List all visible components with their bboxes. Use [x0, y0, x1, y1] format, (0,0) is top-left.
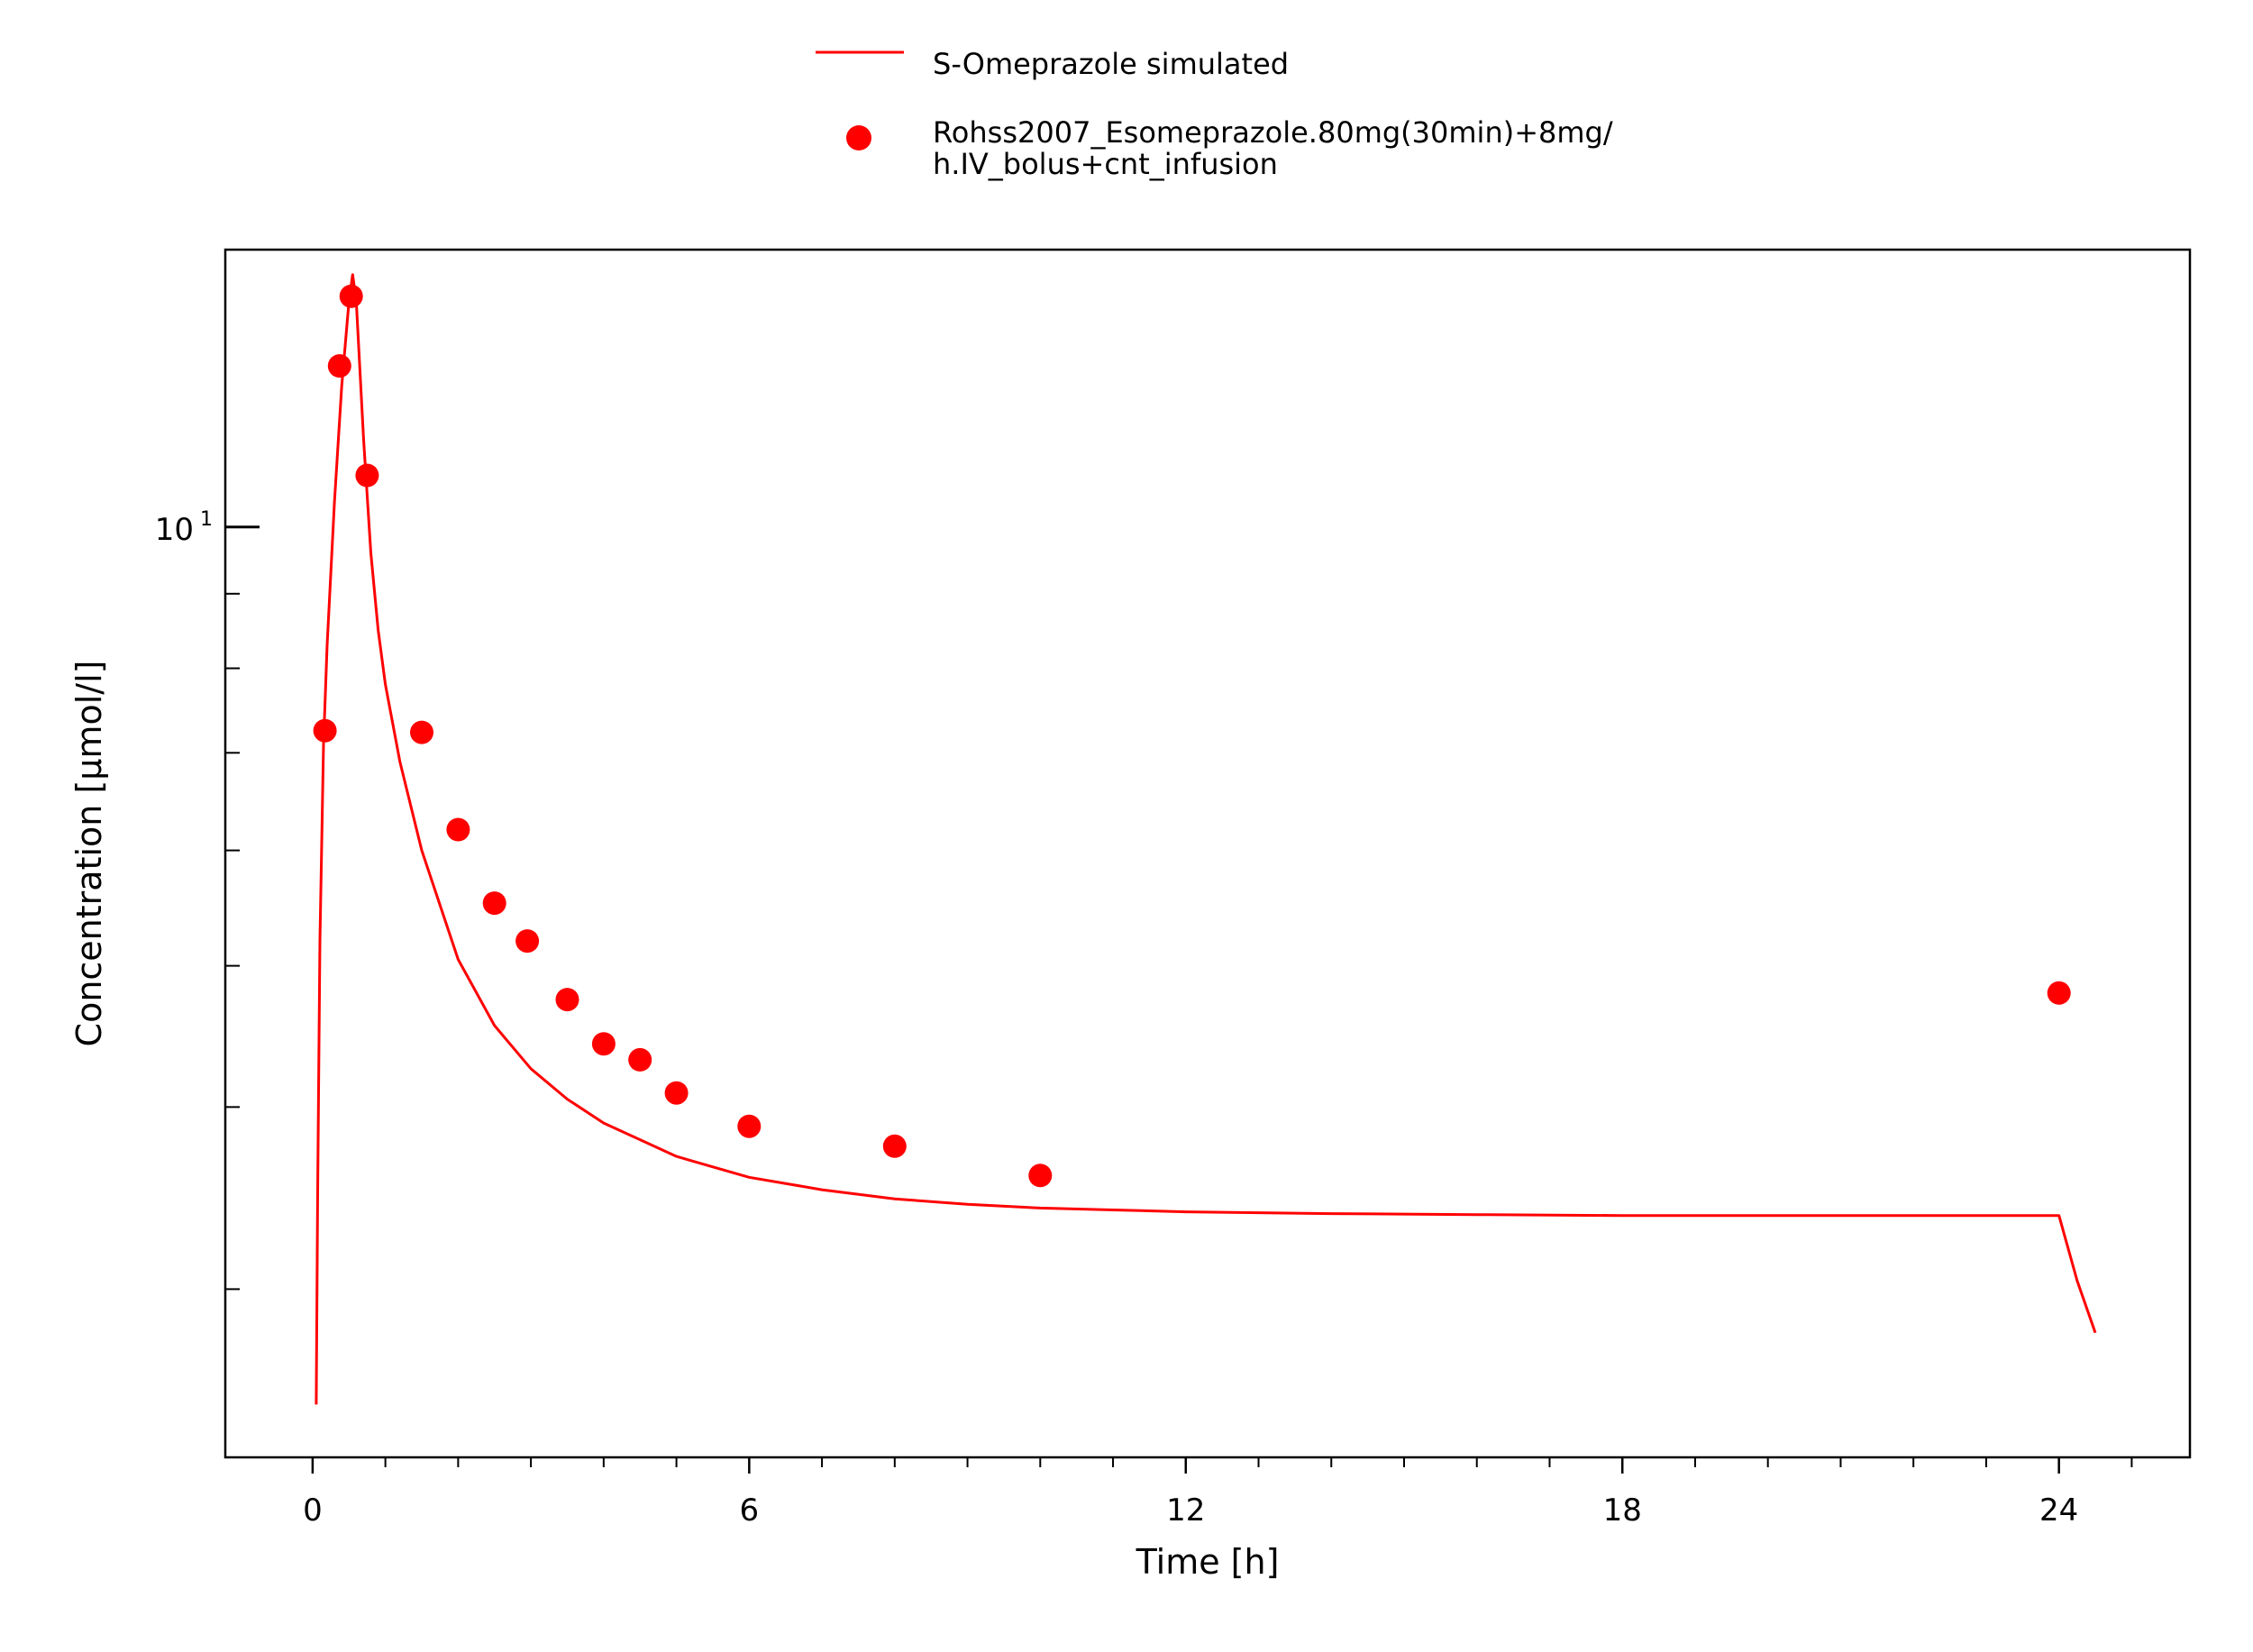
x-tick-label: 6 [740, 1492, 760, 1529]
series-line-simulated [315, 273, 2097, 1405]
data-point-observed [482, 891, 506, 916]
data-point-observed [591, 1032, 616, 1056]
data-point-observed [339, 284, 363, 308]
data-point-observed [327, 354, 351, 378]
legend-label-simulated: S-Omeprazole simulated [933, 47, 1289, 81]
legend-marker-swatch [846, 125, 871, 151]
data-point-observed [410, 720, 433, 744]
y-tick-label: 10 [155, 512, 194, 548]
legend-label-observed-line1: Rohss2007_Esomeprazole.80mg(30min)+8mg/ [933, 115, 1613, 150]
data-point-observed [882, 1134, 907, 1158]
series-layer [313, 273, 2097, 1405]
x-axis: 0 6 12 18 24 [303, 1457, 2133, 1529]
x-tick-label: 18 [1603, 1492, 1642, 1529]
legend-label-observed-line2: h.IV_bolus+cnt_infusion [933, 147, 1278, 181]
data-point-observed [664, 1081, 689, 1105]
data-point-observed [737, 1114, 762, 1138]
data-point-observed [628, 1047, 652, 1072]
data-point-observed [555, 988, 579, 1012]
data-point-observed [313, 718, 337, 743]
data-point-observed [2047, 981, 2071, 1005]
y-axis: 10 1 [155, 508, 260, 1291]
y-axis-label: Concentration [µmol/l] [69, 661, 109, 1047]
data-point-observed [355, 463, 379, 488]
x-tick-label: 24 [2039, 1492, 2078, 1529]
data-point-observed [1028, 1164, 1053, 1188]
x-axis-label: Time [h] [1136, 1542, 1280, 1582]
x-tick-label: 0 [303, 1492, 323, 1529]
legend: S-Omeprazole simulated Rohss2007_Esomepr… [816, 47, 1613, 181]
y-tick-label-exponent: 1 [200, 508, 213, 531]
x-tick-label: 12 [1166, 1492, 1205, 1529]
data-point-observed [515, 929, 540, 954]
data-point-observed [446, 817, 470, 842]
plot-area-frame [223, 248, 2192, 1459]
